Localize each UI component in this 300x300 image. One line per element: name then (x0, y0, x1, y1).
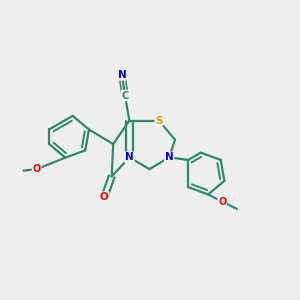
Text: N: N (165, 152, 173, 162)
Text: N: N (118, 70, 126, 80)
Text: S: S (155, 116, 163, 126)
Text: N: N (125, 152, 134, 162)
Text: O: O (218, 196, 226, 206)
Text: O: O (100, 192, 109, 202)
Text: O: O (32, 164, 41, 174)
Text: C: C (121, 91, 129, 100)
